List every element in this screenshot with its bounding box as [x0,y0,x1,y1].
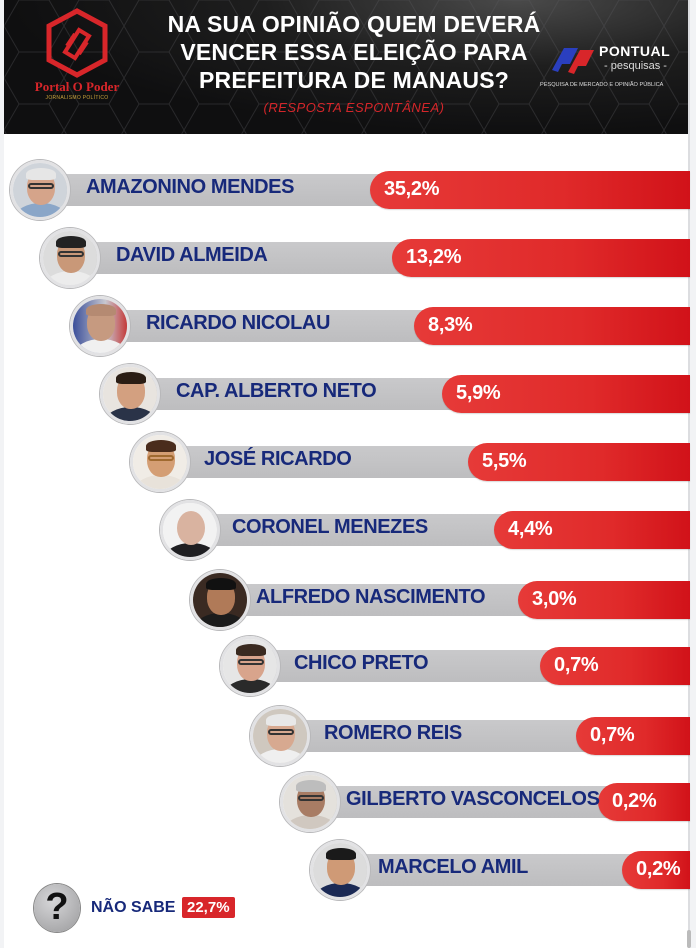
avatar [220,636,280,696]
candidate-row: 0,7% CHICO PRETO [8,634,690,698]
avatar [130,432,190,492]
value-bar: 13,2% [392,239,690,277]
label-bar [198,514,518,546]
nao-sabe-value: 22,7% [182,897,235,918]
value-label: 8,3% [428,314,473,336]
label-bar [318,786,608,818]
value-bar: 5,5% [468,443,690,481]
avatar [10,160,70,220]
avatar [70,296,130,356]
value-label: 3,0% [532,588,577,610]
value-label: 5,5% [482,450,527,472]
avatar [250,706,310,766]
hexagon-pd-logo-icon [46,8,108,78]
page-subtitle: (RESPOSTA ESPONTÂNEA) [263,100,445,115]
candidate-row: 5,5% JOSÉ RICARDO [8,430,690,494]
candidate-name: GILBERTO VASCONCELOS [346,788,600,810]
value-bar: 5,9% [442,375,690,413]
candidate-row: 8,3% RICARDO NICOLAU [8,294,690,358]
value-label: 4,4% [508,518,553,540]
left-logo-name: Portal O Poder [34,79,120,94]
nao-sabe-label: NÃO SABE [91,899,176,916]
value-label: 0,2% [636,858,681,880]
portal-o-poder-logo: Portal O Poder JORNALISMO POLÍTICO [22,8,132,101]
candidate-row: 0,2% GILBERTO VASCONCELOS [8,770,690,834]
value-label: 0,2% [612,790,657,812]
label-bar [108,310,428,342]
candidate-name: CAP. ALBERTO NETO [176,380,377,402]
candidate-row: 4,4% CORONEL MENEZES [8,498,690,562]
value-label: 35,2% [384,178,440,200]
candidate-name: RICARDO NICOLAU [146,312,330,334]
label-bar [138,378,458,410]
header-banner: Portal O Poder JORNALISMO POLÍTICO NA SU… [4,0,688,134]
question-mark-icon: ? [34,884,80,932]
left-logo-tagline: JORNALISMO POLÍTICO [45,95,109,101]
label-bar [78,242,428,274]
candidate-row: 5,9% CAP. ALBERTO NETO [8,362,690,426]
right-logo-brand: PONTUAL [599,43,671,59]
pp-monogram-icon [552,48,594,74]
value-bar: 0,7% [576,717,690,755]
avatar [100,364,160,424]
right-logo-sub: - pesquisas - [604,60,667,72]
label-bar [288,720,588,752]
value-bar: 0,7% [540,647,690,685]
avatar [280,772,340,832]
candidate-name: CORONEL MENEZES [232,516,428,538]
candidate-name: AMAZONINO MENDES [86,176,295,198]
label-bar [348,854,648,886]
label-bar [168,446,488,478]
avatar [190,570,250,630]
candidate-name: CHICO PRETO [294,652,429,674]
candidate-row: 3,0% ALFREDO NASCIMENTO [8,568,690,632]
avatar [160,500,220,560]
value-label: 13,2% [406,246,462,268]
value-label: 0,7% [554,654,599,676]
candidate-row: 35,2% AMAZONINO MENDES [8,158,690,222]
candidate-name: DAVID ALMEIDA [116,244,268,266]
avatar [40,228,100,288]
candidate-name: ROMERO REIS [324,722,462,744]
candidate-name: JOSÉ RICARDO [204,448,352,470]
candidate-name: MARCELO AMIL [378,856,528,878]
page-title: NA SUA OPINIÃO QUEM DEVERÁ VENCER ESSA E… [167,11,541,93]
candidate-row: 0,2% MARCELO AMIL [8,838,690,902]
candidate-row: 0,7% ROMERO REIS [8,704,690,768]
value-bar: 8,3% [414,307,690,345]
value-label: 0,7% [590,724,635,746]
candidate-name: ALFREDO NASCIMENTO [256,586,486,608]
value-bar: 4,4% [494,511,690,549]
label-bar [228,584,528,616]
value-label: 5,9% [456,382,501,404]
right-logo-tagline: PESQUISA DE MERCADO E OPINIÃO PÚBLICA [540,82,664,88]
candidate-row: 13,2% DAVID ALMEIDA [8,226,690,290]
label-bar [258,650,558,682]
scrollbar-thumb[interactable] [687,930,691,948]
value-bar: 0,2% [622,851,690,889]
value-bar: 35,2% [370,171,690,209]
value-bar: 0,2% [598,783,690,821]
value-bar: 3,0% [518,581,690,619]
avatar [310,840,370,900]
